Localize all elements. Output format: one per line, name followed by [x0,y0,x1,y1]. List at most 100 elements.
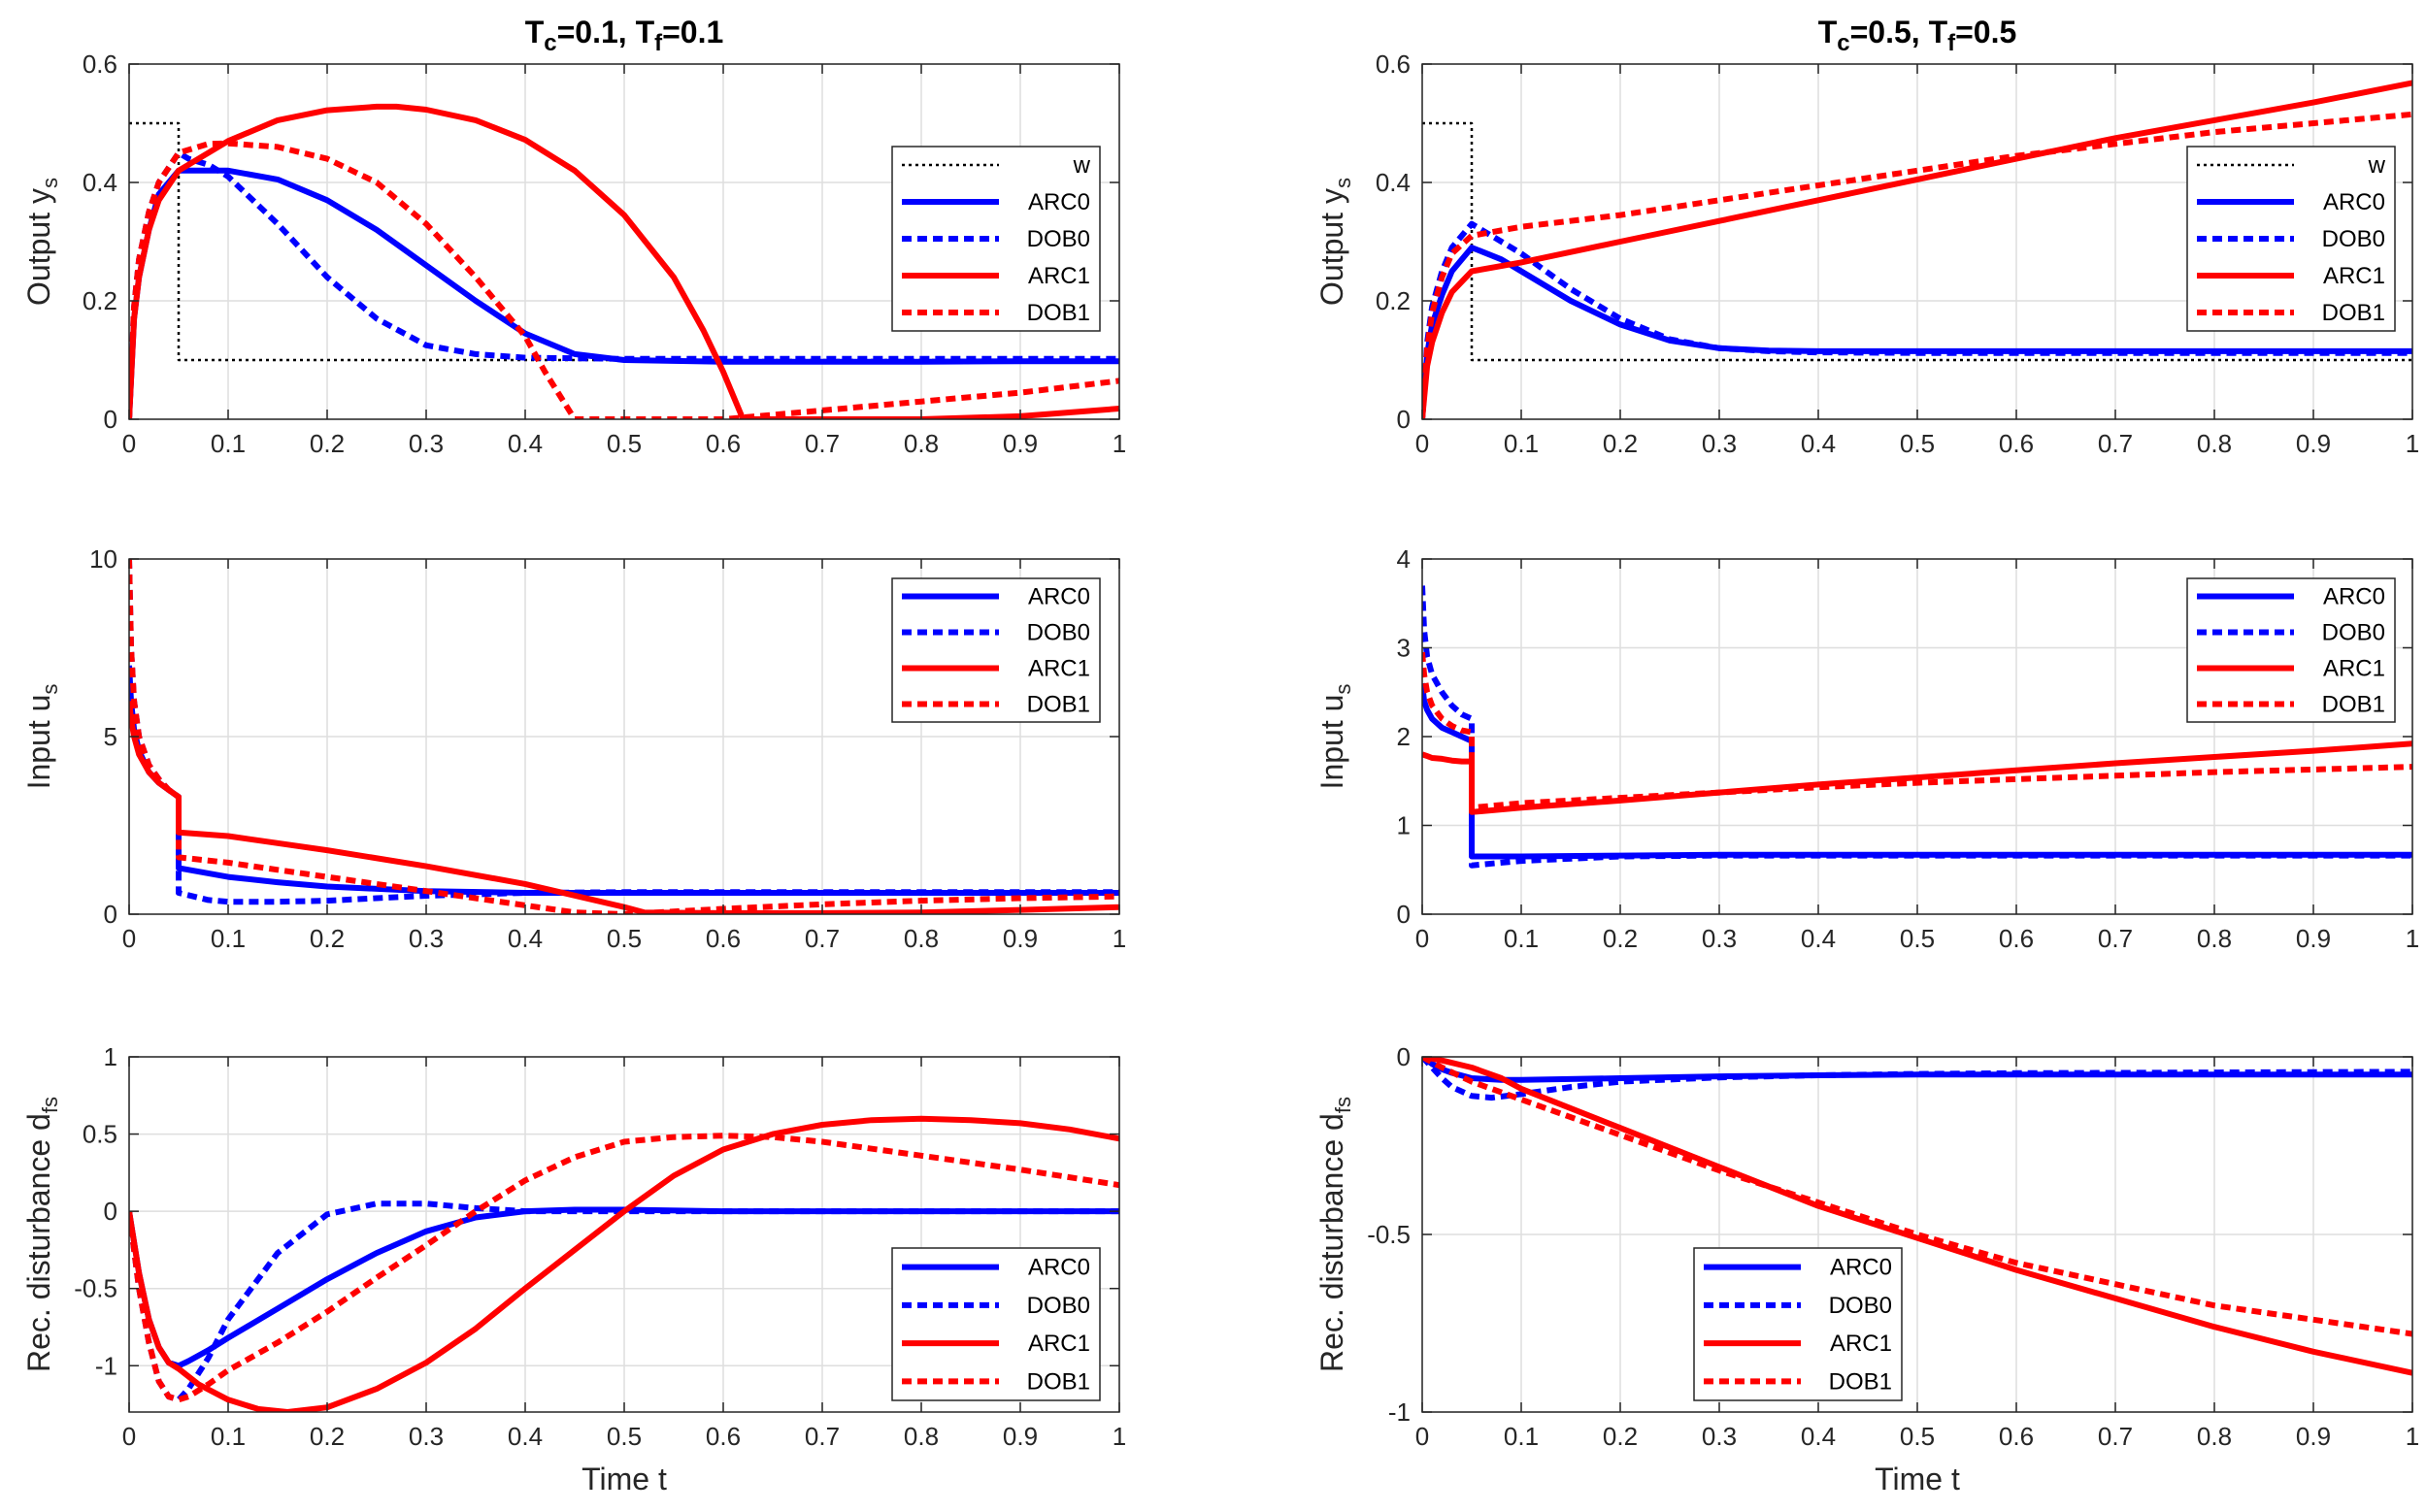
series-line-dob1 [129,1133,1119,1403]
series-group [1422,80,2412,419]
x-tick-label: 0.6 [1999,429,2034,458]
x-tick-label: 0.6 [1999,924,2034,953]
y-tick-label: 0.2 [83,286,117,315]
x-tick-label: 0.7 [805,924,840,953]
series-group [129,559,1119,914]
y-tick-label: -0.5 [74,1274,117,1303]
y-tick-label: 1 [104,1042,117,1071]
legend-entry-dob1: DOB1 [2322,300,2385,326]
x-tick-label: 0.9 [2296,924,2331,953]
y-tick-label: 0 [104,405,117,434]
legend-entry-arc0: ARC0 [1830,1255,1892,1281]
x-tick-label: 0.4 [1801,1422,1836,1451]
y-axis-label: Rec. disturbance dfs [21,1097,62,1372]
y-tick-label: 1 [1397,811,1411,840]
x-tick-label: 0.9 [2296,1422,2331,1451]
series-line-dob1 [1422,1057,2412,1337]
y-tick-label: 5 [104,722,117,751]
legend-box [891,577,1101,723]
series-group [1422,1057,2412,1376]
x-tick-label: 0.7 [805,429,840,458]
legend-entry-dob1: DOB1 [1027,300,1090,326]
x-tick-label: 0.6 [706,924,741,953]
legend-entry-arc1: ARC1 [1028,656,1090,682]
legend-entry-arc0: ARC0 [1028,189,1090,215]
x-tick-label: 0.7 [2098,1422,2133,1451]
x-tick-label: 1 [2406,1422,2419,1451]
series-line-arc1 [129,1115,1119,1412]
legend: ARC0 DOB0 ARC1 DOB1 [2186,577,2396,723]
x-tick-label: 0 [1415,429,1429,458]
legend-entry-arc1: ARC1 [1830,1331,1892,1357]
chart-panel-p12: 0 0.1 0.2 0.3 0.4 0.5 0.6 0.7 0.8 0.9 1 0 0.2 0.4 0.6 O… [1314,15,2419,458]
series-line-arc1 [1422,740,2412,815]
x-tick-label: 1 [2406,924,2419,953]
x-tick-label: 0.1 [1504,1422,1539,1451]
x-tick-label: 0.8 [904,1422,939,1451]
x-tick-label: 0.8 [904,429,939,458]
series-line-arc1 [1422,1057,2412,1376]
x-tick-label: 0.2 [1603,924,1638,953]
x-tick-label: 0.9 [2296,429,2331,458]
x-tick-label: 0.2 [310,1422,345,1451]
legend-entry-arc0: ARC0 [2323,189,2385,215]
y-tick-label: 2 [1397,722,1411,751]
y-tick-label: 0.6 [83,49,117,79]
series-group [1422,585,2412,869]
x-tick-label: 0 [1415,924,1429,953]
x-tick-label: 0 [122,429,136,458]
x-tick-label: 0.3 [1702,429,1737,458]
x-tick-label: 0.6 [706,429,741,458]
y-tick-label: 0.2 [1376,286,1411,315]
y-tick-label: 0.5 [83,1120,117,1149]
x-tick-label: 0.6 [706,1422,741,1451]
x-tick-label: 0 [122,924,136,953]
legend-entry-dob0: DOB0 [2322,226,2385,252]
series-line-dob1 [1422,651,2412,811]
y-tick-label: 10 [89,544,117,574]
chart-panel-p22: 0 0.1 0.2 0.3 0.4 0.5 0.6 0.7 0.8 0.9 1 0 1 2 3 4 Input … [1314,544,2419,953]
y-tick-label: 4 [1397,544,1411,574]
x-tick-label: 0.5 [1900,924,1935,953]
x-tick-label: 0.4 [508,924,543,953]
x-tick-label: 0.1 [211,1422,246,1451]
series-line-arc0 [1422,245,2412,419]
legend-entry-dob1: DOB1 [2322,692,2385,718]
x-tick-label: 0.2 [1603,1422,1638,1451]
y-tick-label: 0 [1397,900,1411,929]
legend-entry-dob0: DOB0 [1829,1293,1892,1319]
series-line-dob0 [1422,220,2412,419]
x-tick-label: 1 [1113,1422,1126,1451]
y-axis-label: Output ys [1314,178,1355,306]
x-tick-label: 0.3 [1702,924,1737,953]
series-line-dob0 [1422,585,2412,869]
y-tick-label: -0.5 [1367,1220,1411,1249]
x-tick-label: 0.4 [508,429,543,458]
legend-entry-dob0: DOB0 [1027,1293,1090,1319]
x-tick-label: 0.9 [1003,1422,1038,1451]
x-tick-label: 0.3 [1702,1422,1737,1451]
y-tick-label: 0.4 [1376,168,1411,197]
x-tick-label: 0.5 [607,429,642,458]
y-tick-label: 3 [1397,634,1411,663]
legend-entry-dob0: DOB0 [1027,620,1090,646]
y-tick-label: 0.4 [83,168,117,197]
legend-entry-arc1: ARC1 [2323,263,2385,289]
x-tick-label: 0.3 [409,924,444,953]
x-tick-label: 0.6 [1999,1422,2034,1451]
legend-entry-arc1: ARC1 [1028,263,1090,289]
x-tick-label: 0.4 [508,1422,543,1451]
x-tick-label: 0.8 [2197,924,2232,953]
y-axis-label: Output ys [21,178,62,306]
y-tick-label: 0.6 [1376,49,1411,79]
x-axis-label: Time t [582,1462,667,1496]
series-line-dob0 [1422,1057,2412,1101]
y-axis-label: Input us [21,684,62,790]
y-tick-label: 0 [104,900,117,929]
x-tick-label: 1 [2406,429,2419,458]
x-tick-label: 0.3 [409,429,444,458]
x-tick-label: 0.9 [1003,924,1038,953]
legend-box [1693,1247,1903,1401]
legend: ARC0 DOB0 ARC1 DOB1 [1693,1247,1903,1401]
